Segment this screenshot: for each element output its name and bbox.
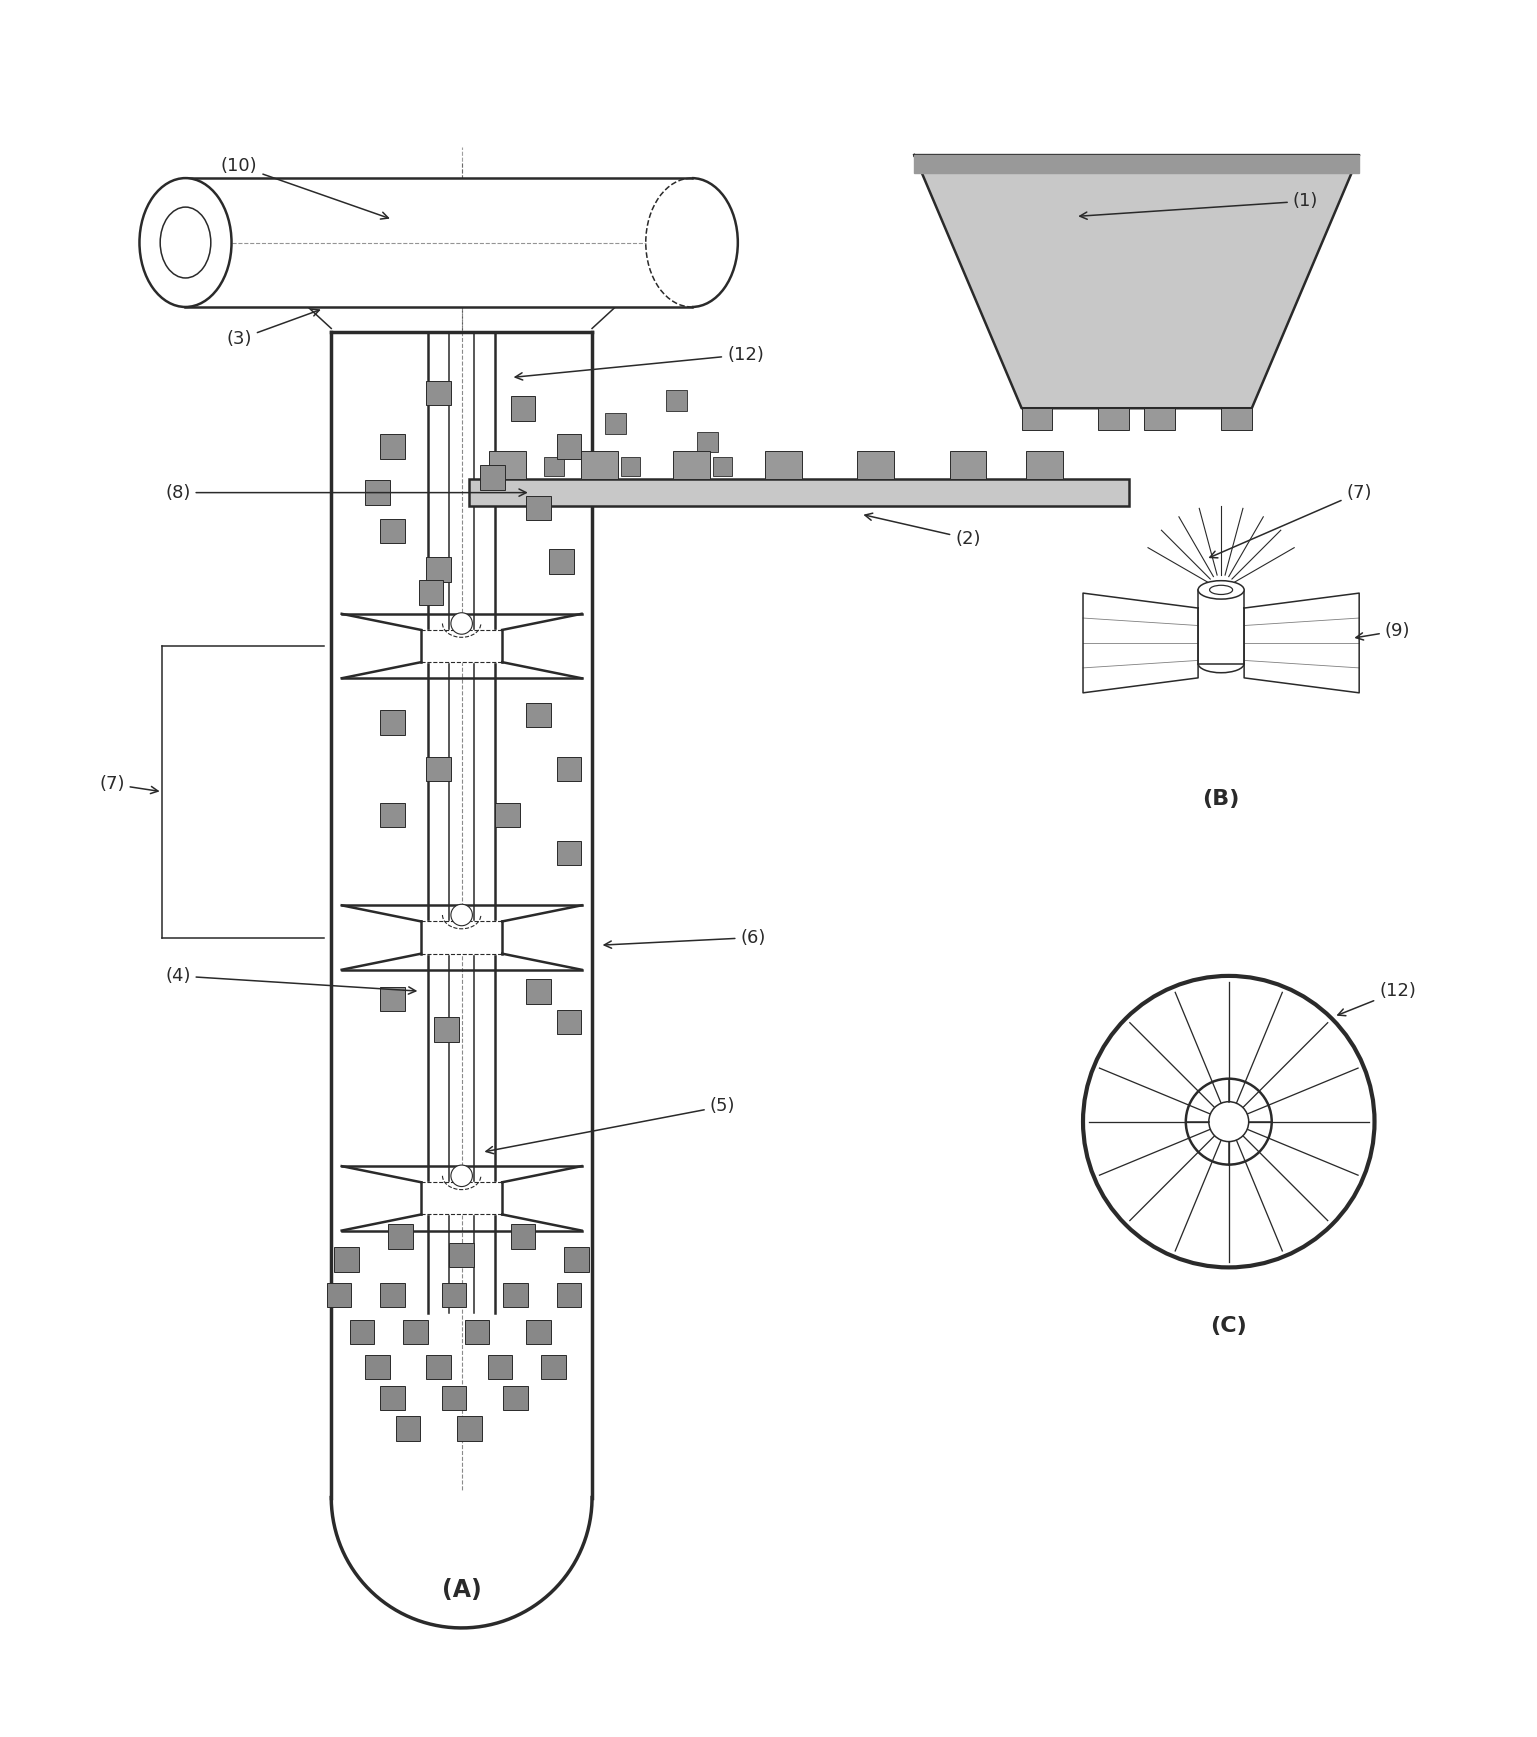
Bar <box>765 452 802 479</box>
Circle shape <box>1187 1079 1271 1164</box>
Bar <box>503 1386 527 1410</box>
Bar <box>426 558 450 582</box>
Text: (5): (5) <box>486 1098 735 1153</box>
Polygon shape <box>915 155 1359 174</box>
Polygon shape <box>421 631 503 662</box>
Bar <box>1197 591 1243 664</box>
Bar <box>696 431 718 452</box>
Polygon shape <box>915 155 1359 408</box>
Bar <box>858 452 895 479</box>
Bar <box>526 495 550 521</box>
Bar <box>380 1282 404 1308</box>
Bar <box>549 549 573 573</box>
Bar <box>364 1355 389 1379</box>
Bar <box>480 466 504 490</box>
Text: (9): (9) <box>1356 622 1411 639</box>
Bar <box>456 1416 481 1440</box>
Circle shape <box>450 905 472 926</box>
Bar <box>526 703 550 728</box>
Bar <box>426 1355 450 1379</box>
Text: (7): (7) <box>1210 483 1373 558</box>
Bar <box>510 1225 535 1249</box>
Bar <box>426 757 450 782</box>
Bar <box>327 1282 350 1308</box>
Circle shape <box>1208 1101 1248 1141</box>
Bar <box>387 1225 412 1249</box>
Bar <box>380 802 404 827</box>
Polygon shape <box>421 921 503 954</box>
Bar <box>581 452 618 479</box>
Ellipse shape <box>1197 580 1243 599</box>
Bar <box>441 1282 466 1308</box>
Bar <box>503 1282 527 1308</box>
Bar <box>1027 452 1064 479</box>
Bar <box>495 802 520 827</box>
Ellipse shape <box>1210 585 1233 594</box>
Bar <box>426 380 450 405</box>
Bar <box>464 1320 489 1344</box>
Text: (2): (2) <box>865 512 981 547</box>
Text: (1): (1) <box>1081 193 1319 219</box>
Bar <box>666 391 687 412</box>
Text: (B): (B) <box>1202 789 1240 809</box>
Bar <box>1145 408 1176 429</box>
Bar <box>556 1282 581 1308</box>
Bar <box>1022 408 1053 429</box>
Bar <box>433 1018 458 1042</box>
Ellipse shape <box>140 179 232 307</box>
Bar <box>418 580 443 604</box>
Bar <box>556 841 581 865</box>
Bar <box>713 457 732 476</box>
Bar <box>556 1009 581 1034</box>
Bar <box>380 987 404 1011</box>
Text: (12): (12) <box>1337 981 1416 1016</box>
Bar <box>673 452 710 479</box>
Ellipse shape <box>160 207 211 278</box>
Bar <box>544 457 564 476</box>
Text: (6): (6) <box>604 929 765 948</box>
Bar <box>487 1355 512 1379</box>
Bar <box>556 757 581 782</box>
Bar <box>526 980 550 1004</box>
Bar <box>403 1320 427 1344</box>
Bar <box>604 413 626 434</box>
Text: (3): (3) <box>226 309 320 347</box>
Polygon shape <box>332 332 592 1628</box>
Circle shape <box>450 1166 472 1186</box>
Text: (12): (12) <box>515 346 764 380</box>
Text: (7): (7) <box>98 775 158 794</box>
Bar <box>380 519 404 544</box>
Bar <box>441 1386 466 1410</box>
Bar <box>449 1244 473 1268</box>
Polygon shape <box>421 1183 503 1214</box>
Text: (8): (8) <box>164 483 526 502</box>
Polygon shape <box>1243 592 1359 693</box>
Bar <box>186 179 692 307</box>
Circle shape <box>1084 976 1374 1268</box>
Text: (C): (C) <box>1211 1315 1247 1336</box>
Bar <box>564 1247 589 1271</box>
Text: (4): (4) <box>164 968 415 994</box>
Text: (A): (A) <box>441 1577 481 1602</box>
Bar <box>380 1386 404 1410</box>
Bar <box>380 434 404 459</box>
Bar <box>1099 408 1130 429</box>
Polygon shape <box>1084 592 1197 693</box>
Bar <box>950 452 987 479</box>
Bar <box>510 396 535 420</box>
Bar <box>349 1320 373 1344</box>
Bar <box>621 457 641 476</box>
Bar <box>526 1320 550 1344</box>
Text: (10): (10) <box>221 156 389 219</box>
Bar <box>489 452 526 479</box>
Bar <box>541 1355 566 1379</box>
Bar <box>1220 408 1251 429</box>
Bar <box>364 481 389 505</box>
Circle shape <box>450 613 472 634</box>
Bar <box>556 434 581 459</box>
Bar <box>335 1247 358 1271</box>
Bar <box>469 479 1130 507</box>
Bar <box>395 1416 420 1440</box>
Bar <box>380 710 404 735</box>
